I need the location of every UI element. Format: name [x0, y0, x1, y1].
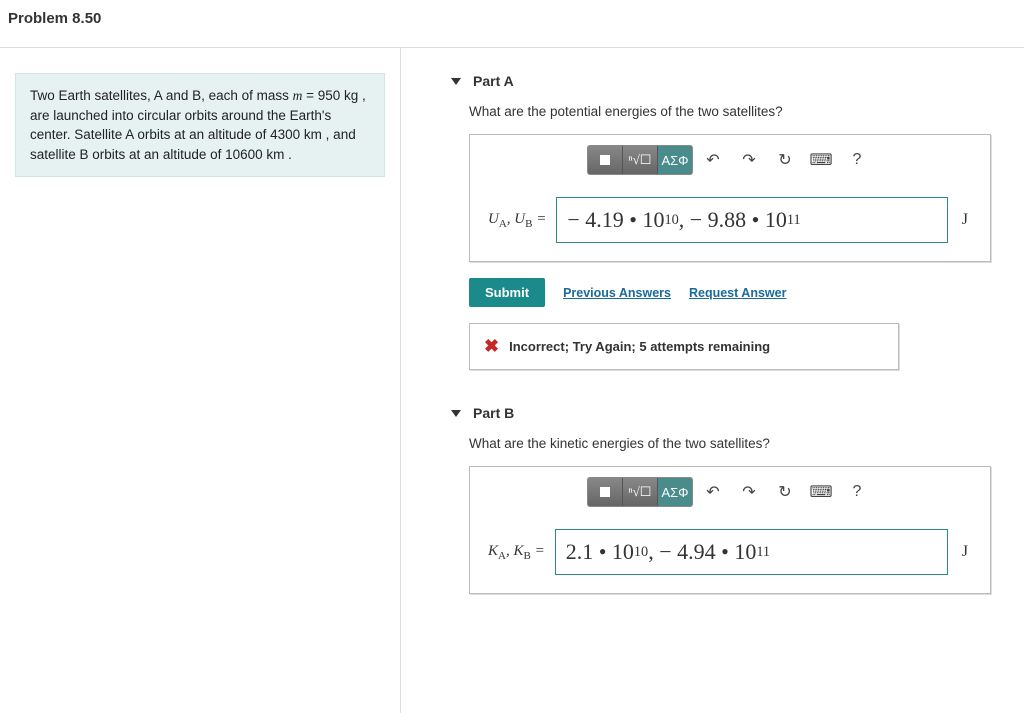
reset-icon[interactable]: ↻: [769, 146, 801, 174]
part-a-header[interactable]: Part A: [451, 73, 1024, 89]
action-row-a: Submit Previous Answers Request Answer: [469, 278, 1024, 307]
help-icon[interactable]: ?: [841, 146, 873, 174]
var-label-b: KA, KB =: [488, 543, 545, 562]
incorrect-x-icon: ✖: [484, 336, 499, 357]
answer-toolbar-b: ⁿ√☐ ΑΣΦ ↶ ↷ ↻ ⌨ ?: [470, 467, 990, 515]
help-icon[interactable]: ?: [841, 478, 873, 506]
part-a-label: Part A: [473, 73, 514, 89]
part-a: Part A What are the potential energies o…: [451, 73, 1024, 370]
template-icon[interactable]: [588, 146, 623, 174]
part-a-question: What are the potential energies of the t…: [469, 104, 1024, 119]
problem-title: Problem 8.50: [0, 0, 1024, 48]
answer-box-a: ⁿ√☐ ΑΣΦ ↶ ↷ ↻ ⌨ ? UA, UB = − 4.19 • 1010…: [469, 134, 991, 262]
part-b-label: Part B: [473, 405, 514, 421]
undo-icon[interactable]: ↶: [697, 478, 729, 506]
answer-input-b[interactable]: 2.1 • 1010, − 4.94 • 1011: [555, 529, 948, 575]
feedback-a: ✖ Incorrect; Try Again; 5 attempts remai…: [469, 323, 899, 370]
greek-letters-button[interactable]: ΑΣΦ: [658, 146, 692, 174]
part-b: Part B What are the kinetic energies of …: [451, 405, 1024, 594]
answer-line-a: UA, UB = − 4.19 • 1010, − 9.88 • 1011 J: [470, 183, 990, 261]
answer-box-b: ⁿ√☐ ΑΣΦ ↶ ↷ ↻ ⌨ ? KA, KB = 2.1 • 1010, −…: [469, 466, 991, 594]
caret-down-icon: [451, 410, 461, 417]
unit-label-b: J: [958, 543, 972, 561]
previous-answers-link-a[interactable]: Previous Answers: [563, 286, 671, 300]
greek-letters-button[interactable]: ΑΣΦ: [658, 478, 692, 506]
var-label-a: UA, UB =: [488, 211, 546, 230]
undo-icon[interactable]: ↶: [697, 146, 729, 174]
reset-icon[interactable]: ↻: [769, 478, 801, 506]
feedback-text-a: Incorrect; Try Again; 5 attempts remaini…: [509, 339, 770, 354]
format-group: ⁿ√☐ ΑΣΦ: [587, 145, 693, 175]
answer-toolbar-a: ⁿ√☐ ΑΣΦ ↶ ↷ ↻ ⌨ ?: [470, 135, 990, 183]
math-root-icon[interactable]: ⁿ√☐: [623, 478, 658, 506]
redo-icon[interactable]: ↷: [733, 146, 765, 174]
template-icon[interactable]: [588, 478, 623, 506]
format-group-b: ⁿ√☐ ΑΣΦ: [587, 477, 693, 507]
answer-input-a[interactable]: − 4.19 • 1010, − 9.88 • 1011: [556, 197, 947, 243]
main-container: Two Earth satellites, A and B, each of m…: [0, 48, 1024, 713]
right-column: Part A What are the potential energies o…: [401, 48, 1024, 713]
submit-button-a[interactable]: Submit: [469, 278, 545, 307]
math-root-icon[interactable]: ⁿ√☐: [623, 146, 658, 174]
part-b-question: What are the kinetic energies of the two…: [469, 436, 1024, 451]
part-b-header[interactable]: Part B: [451, 405, 1024, 421]
redo-icon[interactable]: ↷: [733, 478, 765, 506]
request-answer-link-a[interactable]: Request Answer: [689, 286, 786, 300]
problem-statement: Two Earth satellites, A and B, each of m…: [15, 73, 385, 177]
caret-down-icon: [451, 78, 461, 85]
keyboard-icon[interactable]: ⌨: [805, 478, 837, 506]
answer-line-b: KA, KB = 2.1 • 1010, − 4.94 • 1011 J: [470, 515, 990, 593]
keyboard-icon[interactable]: ⌨: [805, 146, 837, 174]
unit-label-a: J: [958, 211, 972, 229]
left-column: Two Earth satellites, A and B, each of m…: [0, 48, 401, 713]
